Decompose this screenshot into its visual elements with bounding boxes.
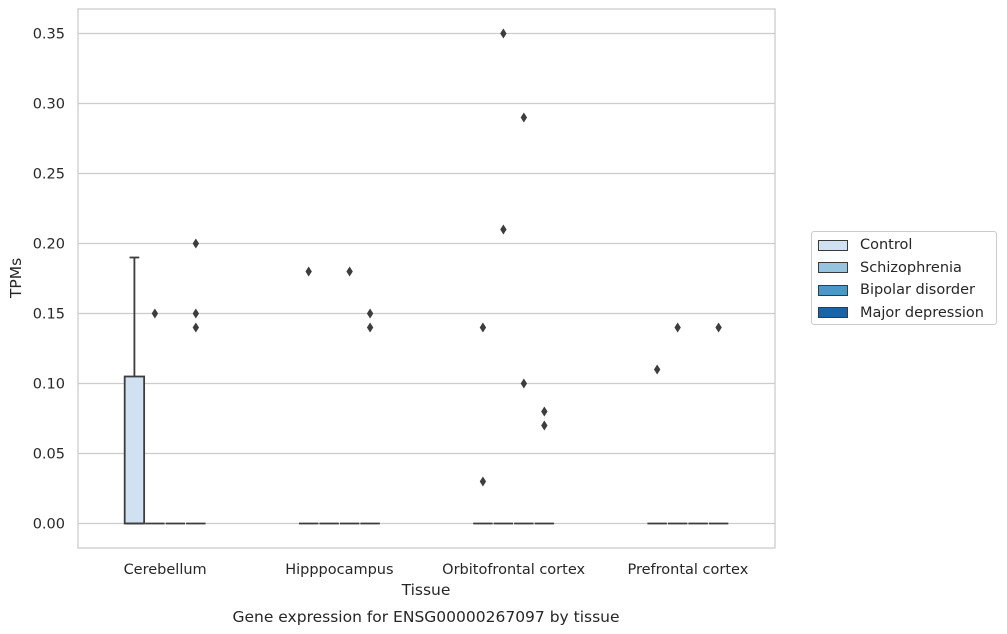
box-control-cerebellum	[123, 256, 146, 525]
legend-swatch-major-depression	[818, 307, 848, 318]
box-layer	[123, 256, 729, 525]
x-axis-title: Tissue	[401, 581, 451, 599]
outlier-point	[305, 266, 312, 277]
outlier-layer	[151, 28, 722, 487]
outlier-point	[366, 322, 374, 333]
legend-label-schizophrenia: Schizophrenia	[860, 259, 962, 276]
outlier-point	[541, 406, 548, 417]
y-tick-label: 0.35	[33, 27, 65, 43]
legend-swatch-control	[818, 239, 848, 251]
legend-item-major-depression: Major depression	[818, 303, 984, 323]
chart-caption: Gene expression for ENSG00000267097 by t…	[232, 608, 619, 626]
y-tick-label: 0.25	[33, 167, 65, 183]
legend: Control Schizophrenia Bipolar disorder M…	[811, 231, 997, 325]
outlier-point	[366, 308, 374, 319]
outlier-point	[151, 308, 159, 319]
y-tick-label: 0.30	[33, 97, 65, 113]
y-tick-label: 0.00	[33, 517, 65, 533]
box-body	[123, 375, 146, 525]
legend-item-bipolar-disorder: Bipolar disorder	[818, 280, 975, 300]
legend-swatch-schizophrenia	[818, 262, 848, 273]
x-tick-label-orbitofrontal-cortex: Orbitofrontal cortex	[442, 562, 585, 578]
y-tick-labels: 0.00 0.05 0.10 0.15 0.20 0.25 0.30 0.35	[33, 27, 65, 533]
x-tick-label-hipppocampus: Hipppocampus	[285, 562, 393, 578]
y-axis-title: TPMs	[7, 258, 25, 299]
outlier-point	[653, 364, 661, 375]
outlier-point	[500, 224, 507, 235]
outlier-point	[192, 238, 200, 249]
legend-swatch-bipolar-disorder	[818, 284, 848, 296]
plot-frame	[77, 8, 776, 549]
outlier-point	[192, 322, 200, 333]
x-tick-labels: Cerebellum Hipppocampus Orbitofrontal cort…	[124, 562, 749, 578]
outlier-point	[479, 476, 487, 487]
outlier-point	[500, 28, 507, 39]
x-tick-label-prefrontal-cortex: Prefrontal cortex	[627, 562, 748, 578]
outlier-point	[520, 378, 528, 389]
legend-label-control: Control	[860, 237, 913, 253]
outlier-point	[520, 112, 528, 123]
legend-label-major-depression: Major depression	[860, 304, 984, 321]
y-tick-label: 0.05	[33, 447, 65, 463]
legend-item-control: Control	[818, 235, 912, 255]
y-tick-label: 0.20	[33, 237, 65, 253]
outlier-point	[674, 322, 681, 333]
outlier-point	[479, 322, 487, 333]
legend-label-bipolar-disorder: Bipolar disorder	[860, 282, 975, 298]
grid-lines	[78, 32, 775, 525]
outlier-point	[346, 266, 353, 277]
x-tick-label-cerebellum: Cerebellum	[124, 562, 207, 578]
y-tick-label: 0.10	[33, 377, 65, 393]
outlier-point	[192, 308, 200, 319]
outlier-point	[541, 420, 548, 431]
y-tick-label: 0.15	[33, 307, 65, 323]
outlier-point	[715, 322, 722, 333]
legend-item-schizophrenia: Schizophrenia	[818, 258, 962, 278]
